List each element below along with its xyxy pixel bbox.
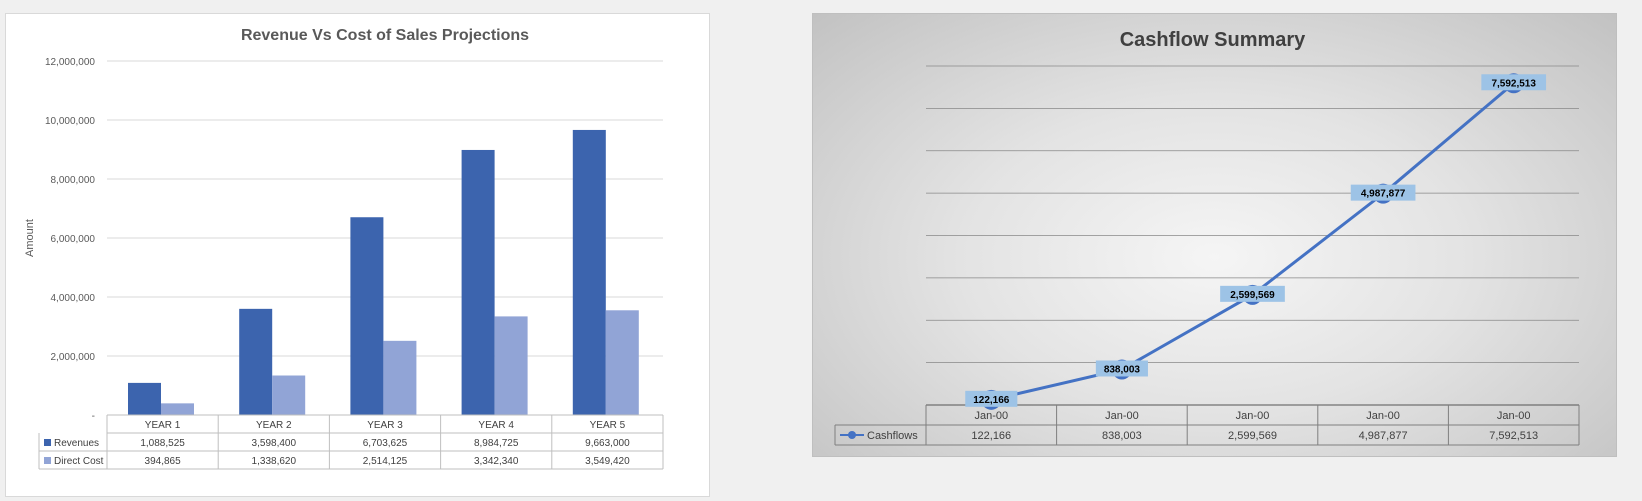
revenue-cost-chart-panel: Revenue Vs Cost of Sales Projections Amou…	[5, 13, 710, 497]
bar-direct-cost	[605, 310, 639, 415]
data-table-value: 2,514,125	[363, 456, 408, 467]
x-tick-label: Jan-00	[1366, 410, 1400, 422]
data-table-value: 838,003	[1102, 430, 1142, 442]
bar-revenues	[128, 382, 161, 415]
bar-direct-cost	[161, 403, 194, 415]
data-table-value: 3,342,340	[474, 456, 519, 467]
legend-entry: Cashflows	[867, 430, 918, 442]
y-tick-label: -	[92, 411, 95, 422]
bar-revenues	[350, 217, 384, 415]
legend-key	[44, 457, 51, 464]
legend-entry: Direct Cost	[54, 456, 104, 467]
x-tick-label: Jan-00	[974, 410, 1008, 422]
x-tick-label: Jan-00	[1105, 410, 1139, 422]
bar-direct-cost	[383, 340, 417, 415]
data-label-box	[1220, 285, 1285, 302]
data-table-value: 3,549,420	[585, 456, 630, 467]
x-tick-label: Jan-00	[1497, 410, 1531, 422]
cashflow-chart: Cashflow Summary Jan-00 Jan-00 Jan-00 Jan-00…	[834, 29, 1580, 446]
revenue-cost-chart: Revenue Vs Cost of Sales Projections Amou…	[24, 27, 664, 470]
data-table-value: 394,865	[145, 456, 182, 467]
bar-revenues	[572, 129, 606, 415]
data-label: 4,987,877	[1361, 189, 1406, 200]
cashflow-chart-panel: Cashflow Summary Jan-00 Jan-00 Jan-00 Jan-00…	[812, 13, 1617, 457]
y-tick-label: 4,000,000	[51, 293, 96, 304]
data-table-value: 1,338,620	[252, 456, 297, 467]
x-tick-label: Jan-00	[1236, 410, 1270, 422]
data-label: 122,166	[973, 395, 1010, 406]
x-tick-label: YEAR 3	[367, 420, 403, 431]
data-table-value: 3,598,400	[252, 438, 297, 449]
x-tick-label: YEAR 2	[256, 420, 292, 431]
data-label: 2,599,569	[1230, 290, 1275, 301]
data-table-value: 6,703,625	[363, 438, 408, 449]
data-table-value: 122,166	[971, 430, 1011, 442]
chart-title: Revenue Vs Cost of Sales Projections	[241, 27, 529, 44]
bar-revenues	[461, 149, 495, 415]
x-tick-label: YEAR 5	[590, 420, 626, 431]
x-tick-label: YEAR 1	[145, 420, 181, 431]
bar-direct-cost	[272, 375, 306, 415]
data-label: 7,592,513	[1491, 78, 1536, 89]
data-label-box	[1481, 74, 1547, 91]
x-tick-label: YEAR 4	[478, 420, 514, 431]
data-table-value: 2,599,569	[1228, 430, 1277, 442]
data-label: 838,003	[1104, 364, 1141, 375]
data-table-value: 8,984,725	[474, 438, 519, 449]
legend-entry: Revenues	[54, 438, 99, 449]
bar-direct-cost	[494, 316, 528, 415]
y-tick-label: 12,000,000	[45, 57, 95, 68]
y-tick-label: 2,000,000	[51, 352, 96, 363]
data-label-box	[1350, 184, 1416, 201]
y-tick-label: 6,000,000	[51, 234, 96, 245]
chart-title: Cashflow Summary	[1120, 29, 1306, 51]
cashflow-line	[990, 82, 1515, 402]
data-table-value: 7,592,513	[1489, 430, 1538, 442]
data-table-value: 9,663,000	[585, 438, 630, 449]
data-label-box	[965, 390, 1018, 407]
bar-revenues	[239, 308, 273, 415]
data-label-box	[1095, 360, 1148, 377]
legend-key	[848, 431, 856, 439]
data-table-value: 4,987,877	[1359, 430, 1408, 442]
legend-key	[44, 439, 51, 446]
data-table-value: 1,088,525	[140, 438, 185, 449]
y-tick-label: 8,000,000	[51, 175, 96, 186]
y-axis-label: Amount	[24, 219, 36, 257]
y-tick-label: 10,000,000	[45, 116, 95, 127]
